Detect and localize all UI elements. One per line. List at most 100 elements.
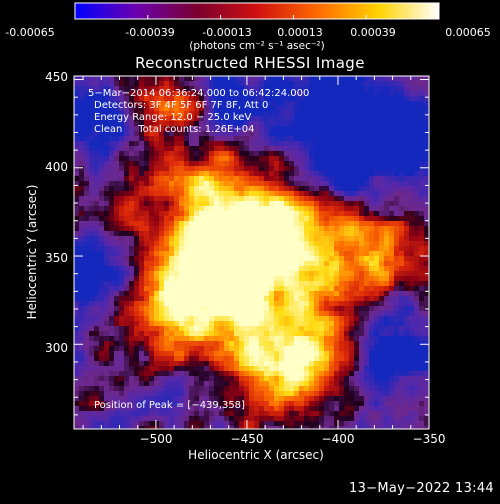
heatmap-cell (299, 241, 305, 247)
heatmap-cell (274, 116, 280, 122)
heatmap-cell (164, 146, 170, 152)
heatmap-cell (359, 386, 365, 392)
heatmap-cell (269, 281, 275, 287)
heatmap-cell (309, 176, 315, 182)
heatmap-cell (129, 156, 135, 162)
heatmap-cell (334, 371, 340, 377)
heatmap-cell (239, 306, 245, 312)
heatmap-cell (399, 401, 405, 407)
heatmap-cell (89, 306, 95, 312)
heatmap-cell (124, 226, 130, 232)
heatmap-cell (309, 391, 315, 397)
heatmap-cell (324, 91, 330, 97)
heatmap-cell (319, 291, 325, 297)
heatmap-cell (299, 361, 305, 367)
heatmap-cell (244, 291, 250, 297)
heatmap-cell (339, 191, 345, 197)
heatmap-cell (304, 216, 310, 222)
heatmap-cell (114, 246, 120, 252)
heatmap-cell (339, 131, 345, 137)
heatmap-cell (254, 321, 260, 327)
heatmap-cell (374, 306, 380, 312)
heatmap-cell (89, 161, 95, 167)
heatmap-cell (164, 331, 170, 337)
heatmap-cell (344, 161, 350, 167)
heatmap-cell (259, 221, 265, 227)
heatmap-cell (124, 416, 130, 422)
heatmap-cell (379, 221, 385, 227)
heatmap-cell (189, 201, 195, 207)
heatmap-cell (339, 231, 345, 237)
heatmap-cell (139, 311, 145, 317)
heatmap-cell (299, 396, 305, 402)
heatmap-cell (304, 201, 310, 207)
heatmap-cell (249, 261, 255, 267)
heatmap-cell (144, 231, 150, 237)
heatmap-cell (119, 321, 125, 327)
heatmap-cell (219, 271, 225, 277)
heatmap-cell (299, 366, 305, 372)
heatmap-cell (169, 146, 175, 152)
heatmap-cell (334, 291, 340, 297)
heatmap-cell (284, 291, 290, 297)
heatmap-cell (274, 356, 280, 362)
heatmap-cell (239, 206, 245, 212)
heatmap-cell (379, 306, 385, 312)
heatmap-cell (269, 271, 275, 277)
heatmap-cell (339, 101, 345, 107)
heatmap-cell (169, 216, 175, 222)
heatmap-cell (104, 326, 110, 332)
heatmap-cell (289, 421, 295, 427)
heatmap-cell (334, 271, 340, 277)
heatmap-cell (259, 411, 265, 417)
heatmap-cell (234, 311, 240, 317)
heatmap-cell (79, 131, 85, 137)
heatmap-cell (359, 371, 365, 377)
heatmap-cell (274, 151, 280, 157)
heatmap-cell (404, 161, 410, 167)
heatmap-cell (394, 336, 400, 342)
heatmap-cell (199, 206, 205, 212)
heatmap-cell (144, 171, 150, 177)
heatmap-cell (374, 91, 380, 97)
heatmap-cell (369, 336, 375, 342)
heatmap-cell (109, 176, 115, 182)
heatmap-cell (149, 286, 155, 292)
heatmap-cell (394, 206, 400, 212)
heatmap-cell (124, 301, 130, 307)
heatmap-cell (339, 351, 345, 357)
heatmap-cell (329, 121, 335, 127)
heatmap-cell (219, 361, 225, 367)
heatmap-cell (369, 296, 375, 302)
heatmap-cell (244, 331, 250, 337)
heatmap-cell (269, 336, 275, 342)
heatmap-cell (334, 191, 340, 197)
heatmap-cell (409, 386, 415, 392)
heatmap-cell (249, 176, 255, 182)
heatmap-cell (99, 321, 105, 327)
heatmap-cell (269, 341, 275, 347)
heatmap-cell (189, 81, 195, 87)
heatmap-cell (344, 366, 350, 372)
heatmap-cell (124, 311, 130, 317)
heatmap-cell (404, 231, 410, 237)
heatmap-cell (324, 286, 330, 292)
heatmap-cell (224, 346, 230, 352)
heatmap-cell (189, 421, 195, 427)
heatmap-cell (379, 116, 385, 122)
heatmap-cell (234, 306, 240, 312)
heatmap-cell (189, 271, 195, 277)
heatmap-cell (214, 251, 220, 257)
heatmap-cell (264, 236, 270, 242)
heatmap-cell (234, 391, 240, 397)
heatmap-cell (204, 361, 210, 367)
heatmap-cell (264, 156, 270, 162)
heatmap-cell (309, 406, 315, 412)
heatmap-cell (394, 296, 400, 302)
heatmap-cell (384, 341, 390, 347)
heatmap-cell (154, 246, 160, 252)
heatmap-cell (399, 171, 405, 177)
heatmap-cell (154, 181, 160, 187)
heatmap-cell (289, 351, 295, 357)
heatmap-cell (79, 191, 85, 197)
